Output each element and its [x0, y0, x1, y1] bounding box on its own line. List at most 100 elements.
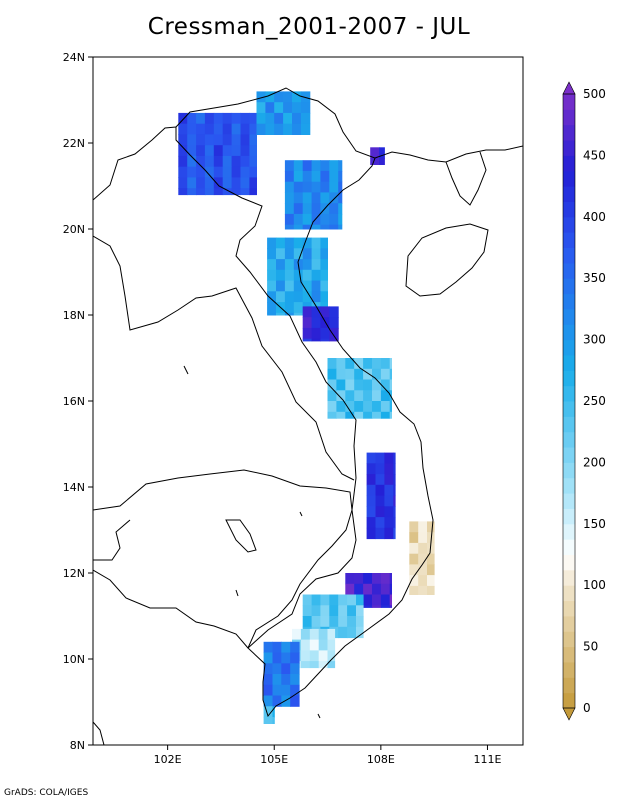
- colorbar-segment: [563, 600, 575, 617]
- rainfall-cell: [300, 661, 311, 669]
- rainfall-cell: [256, 123, 266, 135]
- colorbar-segment: [563, 569, 575, 586]
- china-coast: [374, 145, 523, 163]
- rainfall-cell: [356, 594, 364, 606]
- rainfall-cell: [178, 112, 188, 125]
- rainfall-cell: [311, 327, 321, 340]
- rainfall-cell: [338, 170, 343, 183]
- rainfall-cell: [283, 123, 293, 135]
- rainfall-cell: [329, 338, 339, 342]
- rainfall-cell: [320, 605, 330, 617]
- rainfall-cell: [284, 192, 295, 204]
- lat-label: 14N: [63, 481, 85, 494]
- longitude-axis: 102E 105E 108E 111E: [154, 745, 501, 766]
- rainfall-cell: [231, 177, 241, 189]
- rainfall-cell: [213, 145, 224, 157]
- lat-label: 8N: [70, 739, 85, 752]
- colorbar-label: 450: [583, 148, 606, 162]
- rainfall-cell: [327, 639, 336, 651]
- rainfall-cell: [276, 280, 286, 292]
- rainfall-cell: [302, 237, 313, 249]
- rainfall-cell: [240, 177, 250, 189]
- rainfall-cell: [384, 495, 394, 507]
- rainfall-cell: [302, 248, 313, 260]
- colorbar-segment: [563, 370, 575, 387]
- rainfall-cell: [336, 411, 346, 419]
- rainfall-cell: [263, 684, 273, 697]
- rainfall-cell: [276, 291, 286, 303]
- rainfall-cell: [267, 269, 277, 282]
- rainfall-cell: [267, 312, 277, 316]
- rainfall-cell: [178, 145, 188, 157]
- rainfall-cell: [204, 134, 215, 146]
- rainfall-cell: [329, 616, 339, 628]
- colorbar-segment: [563, 631, 575, 648]
- rainfall-cell: [290, 695, 300, 707]
- rainfall-cell: [249, 177, 257, 189]
- rainfall-cell: [231, 188, 241, 196]
- rainfall-cell: [204, 155, 215, 168]
- rainfall-cell: [363, 583, 373, 596]
- rainfall-cell: [320, 213, 330, 226]
- rainfall-cell: [263, 652, 273, 664]
- rainfall-cell: [372, 358, 382, 370]
- rainfall-cell: [418, 564, 428, 576]
- rainfall-cell: [354, 401, 364, 413]
- rainfall-cell: [300, 123, 311, 135]
- rainfall-cell: [366, 517, 376, 529]
- rainfall-cell: [302, 170, 313, 183]
- colorbar-segment: [563, 677, 575, 694]
- rainfall-cell: [284, 170, 295, 183]
- rainfall-cell: [290, 652, 300, 664]
- rainfall-cell: [300, 650, 311, 662]
- rainfall-cell: [354, 379, 364, 391]
- rainfall-cell: [240, 134, 250, 146]
- rainfall-cell: [240, 155, 250, 168]
- rainfall-cell: [318, 661, 329, 669]
- rainfall-cell: [409, 575, 419, 587]
- rainfall-cell: [375, 474, 385, 486]
- rainfall-cell: [302, 594, 313, 606]
- rainfall-cell: [302, 317, 313, 329]
- rainfall-cell: [267, 248, 277, 260]
- rainfall-cell: [281, 674, 291, 686]
- rainfall-cell: [372, 583, 382, 596]
- rainfall-cell: [213, 134, 224, 146]
- rainfall-cell: [231, 145, 241, 157]
- rainfall-cell: [284, 291, 295, 303]
- rainfall-cell: [380, 379, 391, 391]
- rainfall-cell: [300, 102, 311, 114]
- rainfall-cell: [329, 170, 339, 183]
- rainfall-cell: [284, 312, 295, 316]
- rainfall-cell: [336, 390, 346, 402]
- rainfall-cell: [311, 616, 321, 628]
- colorbar-segment: [563, 140, 575, 156]
- rainfall-cell: [375, 484, 385, 497]
- rainfall-cell: [427, 575, 435, 587]
- rainfall-cell: [311, 224, 321, 230]
- rainfall-cell: [276, 237, 286, 249]
- rainfall-cell: [427, 564, 435, 576]
- rainfall-cell: [338, 594, 348, 606]
- lat-label: 22N: [63, 137, 85, 150]
- rainfall-cell: [311, 317, 321, 329]
- rainfall-cell: [363, 411, 373, 419]
- rainfall-cell: [222, 123, 233, 135]
- rainfall-cell: [196, 177, 206, 189]
- rainfall-cell: [345, 368, 355, 381]
- rainfall-cell: [196, 123, 206, 135]
- lat-label: 24N: [63, 51, 85, 64]
- rainfall-cell: [284, 224, 295, 230]
- rainfall-cell: [384, 517, 394, 529]
- rainfall-cell: [329, 181, 339, 193]
- rainfall-cell: [409, 521, 419, 533]
- colorbar-label: 200: [583, 455, 606, 469]
- lon-label: 108E: [367, 753, 395, 766]
- rainfall-cell: [347, 594, 357, 606]
- rainfall-cell: [409, 564, 419, 576]
- colorbar-segment: [563, 216, 575, 233]
- rainfall-cell: [274, 112, 284, 125]
- colorbar-segment: [563, 477, 575, 494]
- rainfall-cell: [213, 177, 224, 189]
- rainfall-cell: [309, 628, 320, 641]
